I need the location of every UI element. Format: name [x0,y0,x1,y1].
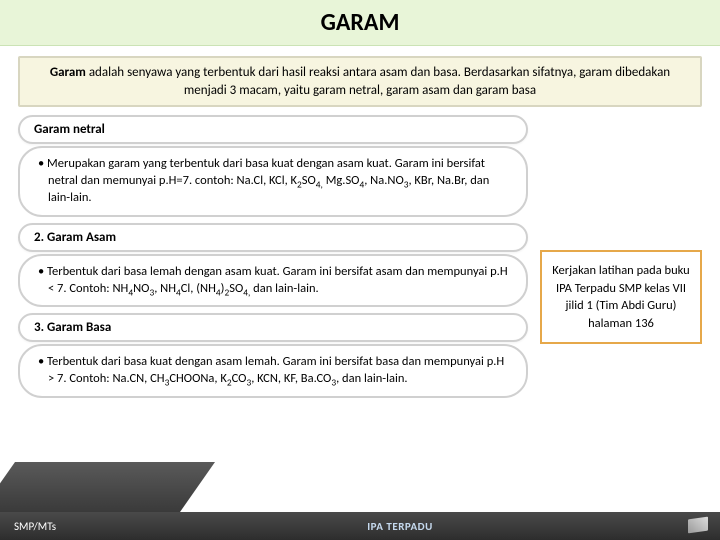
content-row: Garam netral • Merupakan garam yang terb… [0,115,720,404]
section-body: • Terbentuk dari basa lemah dengan asam … [18,254,528,308]
footer-diagonal [0,462,215,512]
book-icon [688,516,708,533]
section-body-text: • Terbentuk dari basa lemah dengan asam … [38,264,508,296]
intro-text: adalah senyawa yang terbentuk dari hasil… [86,65,670,98]
main-column: Garam netral • Merupakan garam yang terb… [18,115,528,404]
footer-bar: SMP/MTs IPA TERPADU [0,512,720,540]
intro-box: Garam adalah senyawa yang terbentuk dari… [18,56,702,107]
footer-center-label: IPA TERPADU [120,520,680,533]
title-bar: GARAM [0,0,720,46]
footer-left-label: SMP/MTs [0,520,120,533]
page-title: GARAM [0,8,720,37]
section-body: • Terbentuk dari basa kuat dengan asam l… [18,344,528,398]
exercise-note: Kerjakan latihan pada buku IPA Terpadu S… [540,250,702,344]
section-body-text: • Merupakan garam yang terbentuk dari ba… [38,156,489,205]
side-column: Kerjakan latihan pada buku IPA Terpadu S… [540,115,702,404]
section-body-text: • Terbentuk dari basa kuat dengan asam l… [38,354,504,386]
intro-bold: Garam [50,65,86,80]
section-heading: 2. Garam Asam [18,223,528,252]
footer-book-icon-wrap [680,518,720,535]
section-body: • Merupakan garam yang terbentuk dari ba… [18,146,528,217]
section-heading: 3. Garam Basa [18,313,528,342]
section-heading: Garam netral [18,115,528,144]
